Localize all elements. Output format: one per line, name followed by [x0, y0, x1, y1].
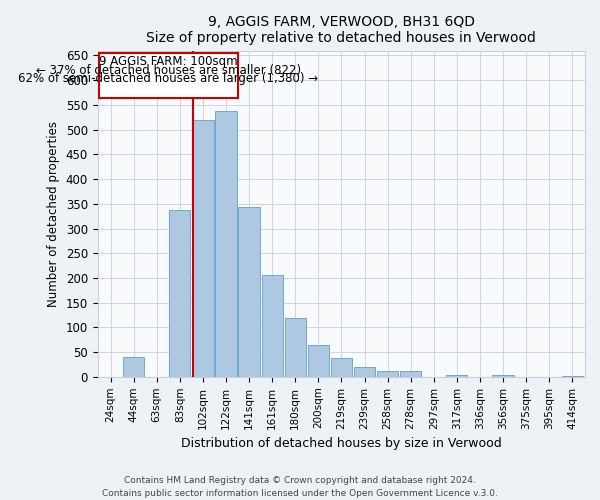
Bar — [169, 210, 190, 377]
Bar — [354, 367, 375, 377]
Bar — [400, 371, 421, 377]
Bar — [446, 376, 467, 377]
Title: 9, AGGIS FARM, VERWOOD, BH31 6QD
Size of property relative to detached houses in: 9, AGGIS FARM, VERWOOD, BH31 6QD Size of… — [146, 15, 536, 45]
Text: ← 37% of detached houses are smaller (822): ← 37% of detached houses are smaller (82… — [36, 64, 301, 77]
FancyBboxPatch shape — [98, 53, 238, 98]
X-axis label: Distribution of detached houses by size in Verwood: Distribution of detached houses by size … — [181, 437, 502, 450]
Bar — [308, 344, 329, 377]
Bar — [215, 111, 236, 377]
Bar — [331, 358, 352, 377]
Bar — [493, 376, 514, 377]
Text: Contains HM Land Registry data © Crown copyright and database right 2024.
Contai: Contains HM Land Registry data © Crown c… — [102, 476, 498, 498]
Bar — [377, 371, 398, 377]
Bar — [123, 357, 144, 377]
Bar — [238, 207, 260, 377]
Bar — [562, 376, 583, 377]
Bar — [284, 318, 306, 377]
Y-axis label: Number of detached properties: Number of detached properties — [47, 120, 61, 306]
Text: 62% of semi-detached houses are larger (1,380) →: 62% of semi-detached houses are larger (… — [18, 72, 319, 85]
Bar — [192, 120, 214, 377]
Bar — [262, 276, 283, 377]
Text: 9 AGGIS FARM: 100sqm: 9 AGGIS FARM: 100sqm — [99, 56, 238, 68]
